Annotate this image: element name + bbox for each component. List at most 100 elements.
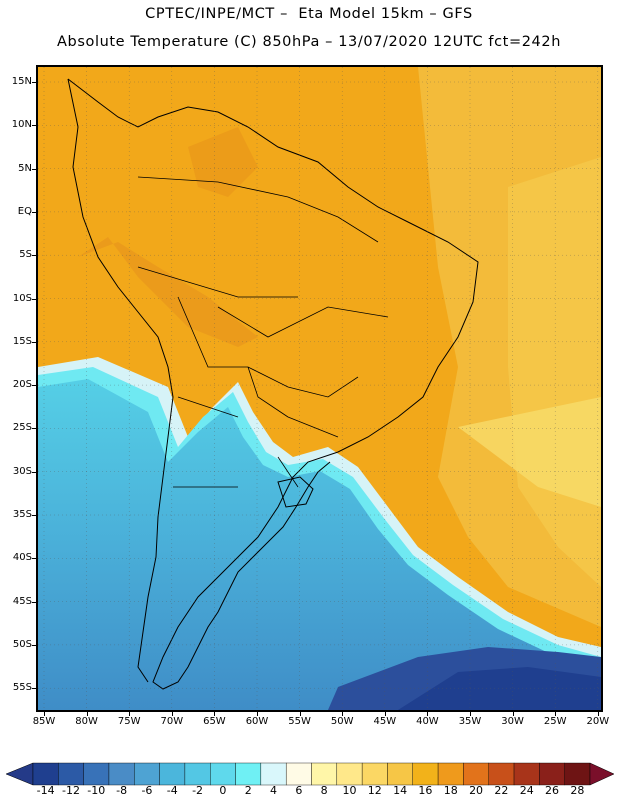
longitude-tick — [171, 711, 173, 716]
longitude-tick — [214, 711, 216, 716]
cold-zone — [38, 379, 601, 710]
colorbar-segment — [134, 762, 160, 786]
colorbar-label: 24 — [519, 784, 534, 797]
latitude-label: 5S — [19, 249, 32, 261]
colorbar-segment — [387, 762, 413, 786]
colorbar-segment — [235, 762, 262, 786]
colorbar-right-arrow — [589, 762, 615, 786]
colorbar-label: 10 — [342, 784, 357, 797]
latitude-label: 5N — [18, 162, 32, 174]
colorbar-label: 26 — [545, 784, 560, 797]
colorbar-label: 0 — [219, 784, 227, 797]
colorbar-label: -12 — [61, 784, 80, 797]
latitude-tick — [32, 558, 37, 560]
colorbar-label: 2 — [244, 784, 252, 797]
latitude-tick — [32, 125, 37, 127]
latitude-tick — [32, 601, 37, 603]
atlantic-yellow-patch — [458, 397, 601, 507]
latitude-label: 50S — [12, 638, 32, 650]
longitude-tick — [44, 711, 45, 716]
longitude-label: 25W — [543, 716, 567, 727]
longitude-tick — [470, 711, 471, 716]
longitude-label: 65W — [203, 716, 226, 727]
coastline-west — [67, 78, 174, 683]
colorbar-segment — [463, 762, 489, 786]
longitude-label: 45W — [373, 716, 397, 727]
longitude-label: 60W — [245, 716, 269, 727]
colorbar-label: 12 — [367, 784, 382, 797]
colorbar-label: -4 — [166, 784, 178, 797]
colorbar-label: -6 — [141, 784, 153, 797]
colorbar-segment — [58, 762, 84, 786]
longitude-tick — [427, 711, 429, 716]
colorbar-segment — [336, 762, 363, 786]
colorbar — [5, 762, 615, 786]
longitude-tick — [129, 711, 131, 716]
latitude-tick — [32, 168, 37, 170]
latitude-label: 30S — [12, 465, 32, 477]
latitude-label: 15N — [11, 76, 32, 87]
colorbar-segment — [260, 762, 287, 786]
longitude-label: 55W — [288, 716, 311, 727]
colorbar-label: -8 — [116, 784, 128, 797]
colorbar-segment — [488, 762, 515, 786]
map-canvas — [38, 67, 601, 710]
colorbar-segment — [210, 762, 236, 786]
longitude-label: 85W — [32, 716, 56, 727]
colorbar-label: 14 — [393, 784, 408, 797]
latitude-label: 35S — [12, 509, 32, 520]
colorbar-label: -10 — [87, 784, 106, 797]
latitude-label: 10N — [11, 119, 32, 131]
longitude-label: 30W — [501, 716, 524, 727]
longitude-label: 50W — [330, 716, 354, 727]
longitude-tick — [342, 711, 344, 716]
colorbar-label: 20 — [469, 784, 484, 797]
colorbar-segment — [159, 762, 186, 786]
longitude-tick — [512, 711, 514, 716]
latitude-label: 15S — [12, 335, 32, 347]
latitude-tick — [32, 515, 37, 516]
chart-title-line2: Absolute Temperature (C) 850hPa – 13/07/… — [57, 34, 561, 50]
colorbar-label: 6 — [295, 784, 303, 797]
andes-warm-patch — [78, 237, 258, 347]
longitude-label: 70W — [160, 716, 184, 727]
colorbar-label: 18 — [443, 784, 458, 797]
colorbar-segment — [108, 762, 135, 786]
colorbar-segment — [412, 762, 439, 786]
colorbar-label: -14 — [36, 784, 55, 797]
longitude-label: 35W — [458, 716, 482, 727]
coldest-zone — [398, 667, 601, 710]
colorbar-segment — [32, 762, 59, 786]
latitude-tick — [32, 341, 37, 343]
uruguay-outline — [277, 476, 314, 508]
longitude-label: 20W — [586, 716, 610, 727]
colorbar-label: 8 — [320, 784, 328, 797]
longitude-tick — [257, 711, 258, 716]
chart-title-line1: CPTEC/INPE/MCT – Eta Model 15km – GFS — [145, 6, 473, 22]
longitude-label: 80W — [75, 716, 98, 727]
coastline-east — [67, 78, 479, 690]
colorbar-segment — [437, 762, 464, 786]
longitude-tick — [384, 711, 386, 716]
northern-warm-patch — [188, 127, 258, 197]
latitude-label: 45S — [12, 595, 32, 607]
longitude-tick — [597, 711, 599, 716]
latitude-label: 25S — [12, 422, 32, 434]
longitude-label: 40W — [416, 716, 439, 727]
colorbar-segment — [539, 762, 565, 786]
longitude-tick — [555, 711, 557, 716]
colorbar-segment — [361, 762, 388, 786]
colorbar-label: 4 — [270, 784, 278, 797]
colorbar-segment — [513, 762, 540, 786]
colorbar-segment — [83, 762, 110, 786]
colorbar-segment — [285, 762, 312, 786]
longitude-tick — [299, 711, 301, 716]
colorbar-segment — [184, 762, 211, 786]
colorbar-segment — [564, 762, 591, 786]
latitude-tick — [32, 385, 37, 387]
latitude-tick — [32, 644, 37, 646]
colorbar-label: 28 — [570, 784, 585, 797]
colorbar-segment — [311, 762, 338, 786]
latitude-tick — [32, 428, 37, 430]
latitude-tick — [32, 211, 37, 213]
